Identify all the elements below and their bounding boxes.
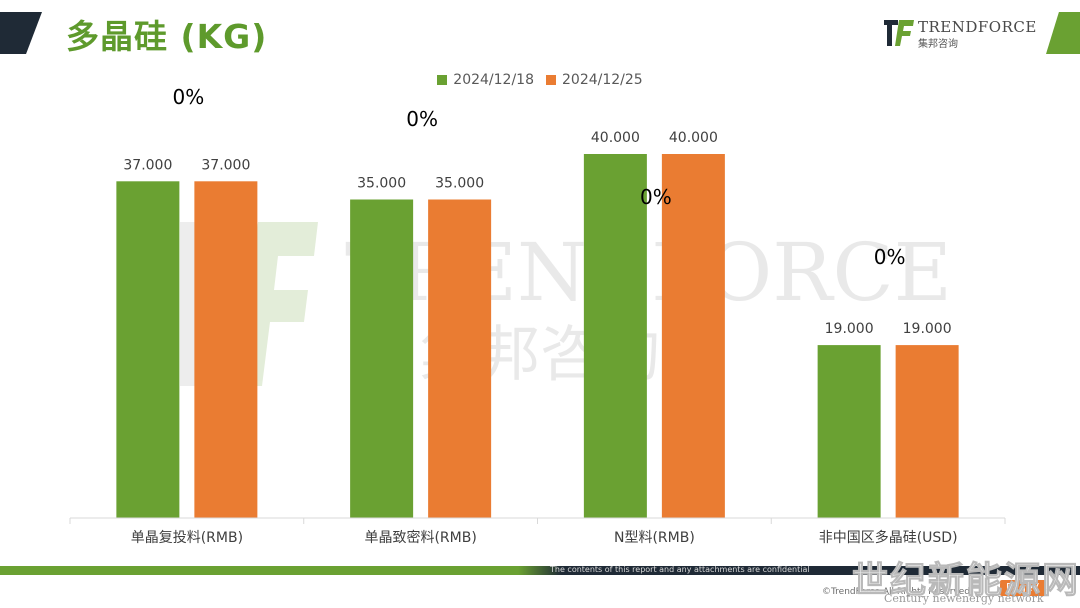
watermark-text: 世纪新能源网 [851, 560, 1080, 602]
page-number-badge [1000, 580, 1046, 596]
legend-item-series-b: 2024/12/25 [546, 72, 643, 88]
chart-bars [116, 154, 959, 519]
bar-2-4 [895, 345, 959, 518]
bar-1-2 [350, 199, 414, 518]
bar-1-1 [116, 181, 180, 519]
footer-copyright: ©TrendForce All Rights Reserved [822, 587, 970, 597]
category-label-4: 非中国区多晶硅(USD) [819, 529, 958, 546]
legend-item-series-a: 2024/12/18 [437, 72, 534, 88]
legend-label-series-a: 2024/12/18 [453, 72, 534, 88]
watermark-subtext: Century newenergy network [884, 592, 1044, 605]
value-label-1-4: 19.000 [825, 321, 874, 337]
brand-name: TRENDFORCE [918, 18, 1037, 36]
brand-logo: TRENDFORCE 集邦咨询 [884, 18, 1036, 50]
value-label-2-2: 35.000 [435, 176, 484, 192]
value-label-1-3: 40.000 [591, 130, 640, 146]
value-label-2-3: 40.000 [669, 130, 718, 146]
legend-swatch-series-a [437, 75, 448, 85]
category-label-1: 单晶复投料(RMB) [131, 529, 243, 546]
change-label-4: 0% [874, 245, 906, 269]
chart-legend: 2024/12/18 2024/12/25 [0, 72, 1080, 88]
chart-value-labels: 37.000 37.000 35.000 35.000 40.000 40.000 19.0… [123, 130, 951, 337]
brand-subtitle: 集邦咨询 [918, 39, 958, 50]
value-label-2-1: 37.000 [201, 157, 250, 173]
value-label-1-1: 37.000 [123, 157, 172, 173]
bar-1-4 [817, 345, 881, 518]
chart-change-labels: 0% 0% 0% 0% [173, 85, 906, 269]
trendforce-logo-icon [884, 18, 914, 48]
bar-2-3 [661, 154, 725, 518]
x-axis-ticks [69, 518, 1006, 524]
category-label-3: N型料(RMB) [614, 530, 695, 546]
footer-bar [0, 566, 1080, 575]
change-label-3: 0% [640, 185, 672, 209]
page-title: 多晶硅 (KG) [66, 17, 268, 56]
change-label-2: 0% [406, 107, 438, 131]
footer-disclaimer: The contents of this report and any atta… [550, 565, 810, 574]
bar-2-1 [194, 181, 258, 519]
legend-label-series-b: 2024/12/25 [562, 72, 643, 88]
change-label-1: 0% [173, 85, 205, 109]
bar-1-3 [583, 154, 647, 518]
x-axis-labels: 单晶复投料(RMB) 单晶致密料(RMB) N型料(RMB) 非中国区多晶硅(USD) [131, 529, 958, 546]
value-label-2-4: 19.000 [903, 321, 952, 337]
legend-swatch-series-b [546, 75, 556, 85]
bar-2-2 [428, 199, 492, 518]
page-number-label: Page7 [1006, 581, 1040, 594]
value-label-1-2: 35.000 [357, 176, 406, 192]
category-label-2: 单晶致密料(RMB) [364, 529, 476, 546]
